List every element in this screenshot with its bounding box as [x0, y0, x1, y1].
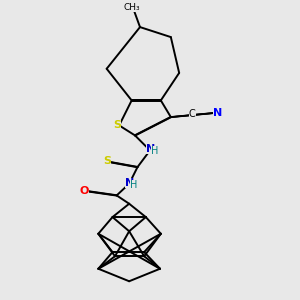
Text: S: S [103, 156, 111, 166]
Text: H: H [130, 180, 137, 190]
Text: CH₃: CH₃ [124, 3, 140, 12]
Text: H: H [151, 146, 158, 156]
Text: N: N [146, 144, 155, 154]
Text: S: S [113, 120, 121, 130]
Text: N: N [213, 108, 222, 118]
Text: C: C [189, 109, 196, 118]
Text: O: O [79, 186, 89, 196]
Text: N: N [125, 178, 134, 188]
